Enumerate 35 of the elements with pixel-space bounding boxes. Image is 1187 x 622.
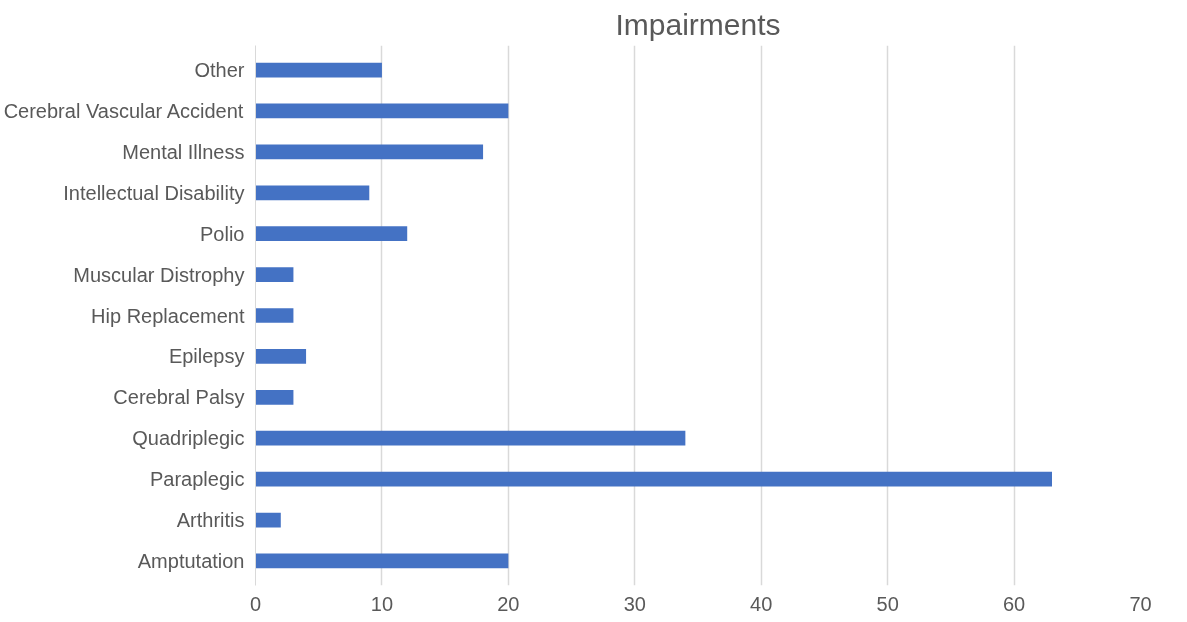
- y-tick-label: Paraplegic: [150, 468, 245, 491]
- bar: [255, 185, 370, 201]
- bar: [255, 389, 294, 405]
- y-tick-label: Mental Illness: [122, 140, 245, 163]
- bar: [255, 62, 382, 78]
- bar: [255, 226, 408, 242]
- bar: [255, 471, 1052, 487]
- y-tick-label: Intellectual Disability: [63, 181, 245, 204]
- bar: [255, 553, 509, 569]
- bar: [255, 430, 686, 446]
- y-tick-label: Hip Replacement: [91, 304, 245, 327]
- bar: [255, 103, 509, 119]
- chart-title: Impairments: [615, 7, 781, 41]
- x-tick-label: 60: [1002, 592, 1026, 615]
- bar: [255, 512, 281, 528]
- x-tick-label: 40: [750, 592, 773, 615]
- y-tick-label: Arthritis: [176, 509, 245, 532]
- y-tick-label: Epilepsy: [168, 345, 245, 368]
- x-tick-label: 30: [623, 592, 646, 615]
- x-tick-label: 20: [497, 592, 520, 615]
- y-tick-label: Polio: [200, 222, 245, 245]
- bar: [255, 308, 294, 323]
- y-tick-label: Cerebral Vascular Accident: [3, 99, 244, 122]
- bar: [255, 267, 294, 282]
- x-tick-label: 10: [370, 592, 394, 615]
- x-tick-label: 0: [249, 592, 262, 615]
- y-tick-label: Muscular Distrophy: [73, 263, 245, 286]
- x-tick-label: 70: [1129, 592, 1152, 615]
- bar: [255, 144, 484, 160]
- bar: [255, 349, 307, 364]
- y-tick-label: Cerebral Palsy: [113, 386, 245, 409]
- y-tick-label: Quadriplegic: [132, 427, 245, 450]
- x-tick-label: 50: [876, 592, 899, 615]
- y-tick-label: Amptutation: [137, 549, 245, 572]
- y-tick-label: Other: [194, 59, 245, 82]
